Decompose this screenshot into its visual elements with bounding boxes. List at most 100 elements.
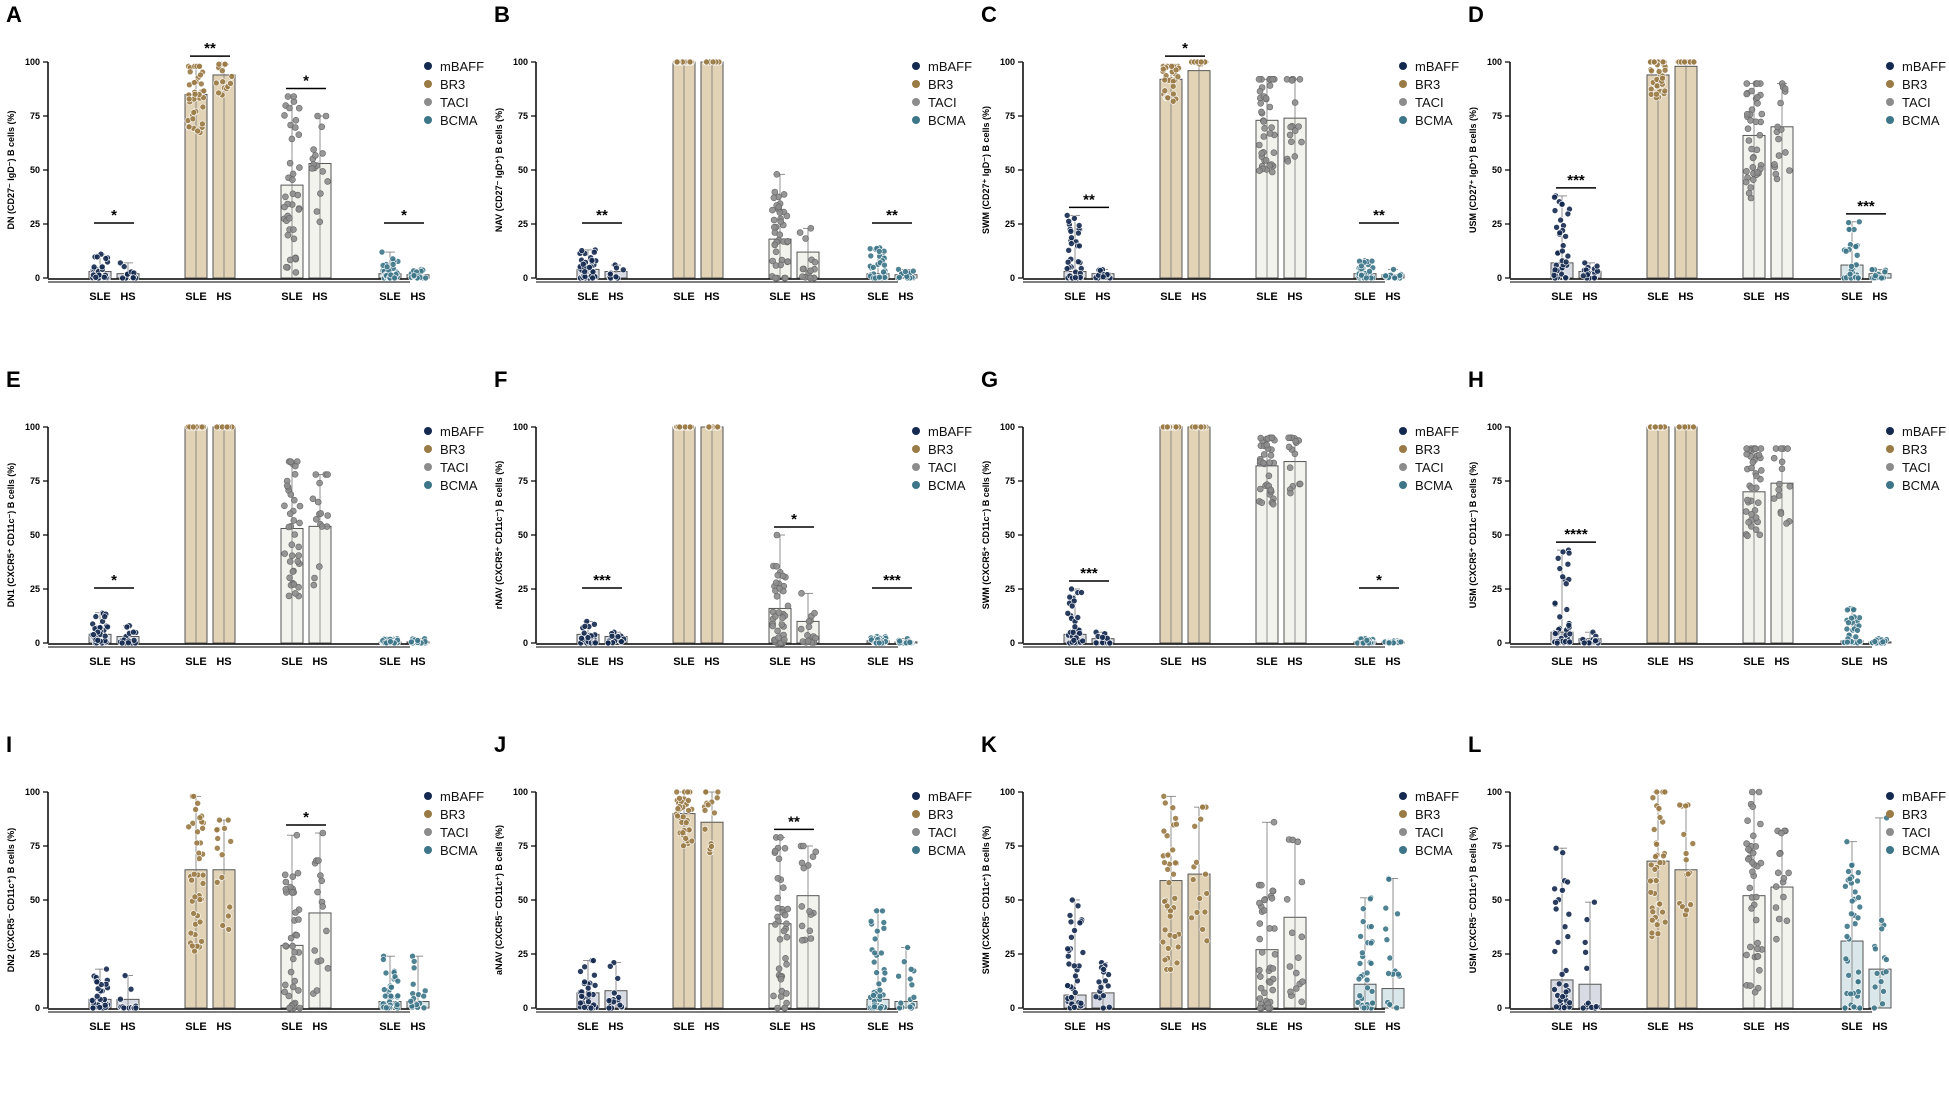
data-point (291, 531, 299, 538)
data-point (904, 944, 911, 951)
data-point (1092, 993, 1100, 1001)
y-tick-label: 0 (523, 273, 528, 283)
data-point (581, 268, 588, 276)
data-point (1173, 959, 1181, 967)
data-point (1659, 908, 1666, 916)
data-point (286, 510, 294, 517)
data-point (103, 965, 110, 973)
data-point (196, 814, 204, 821)
data-point (193, 839, 201, 847)
data-point (1193, 909, 1201, 916)
data-point (1064, 258, 1072, 266)
data-point (702, 788, 710, 796)
data-point (910, 993, 918, 1001)
x-tick-label: HS (120, 291, 135, 303)
data-point (771, 188, 779, 196)
data-point (1202, 870, 1209, 878)
data-point (1359, 905, 1367, 912)
data-point (289, 568, 297, 575)
data-point (1778, 458, 1786, 466)
data-point (286, 574, 293, 582)
x-tick-label: SLE (1256, 1021, 1277, 1033)
data-point (190, 423, 197, 431)
data-point (1565, 549, 1573, 557)
data-point (1786, 483, 1794, 490)
data-point (1166, 912, 1174, 920)
data-point (1359, 918, 1367, 925)
data-point (1749, 458, 1757, 466)
data-point (880, 919, 888, 926)
data-point (1845, 972, 1853, 979)
data-point (776, 936, 784, 943)
data-point (420, 992, 428, 1000)
legend-label-BCMA: BCMA (928, 478, 966, 493)
data-point (1295, 123, 1302, 130)
panel-label: J (494, 732, 506, 757)
data-point (701, 807, 709, 814)
data-point (289, 170, 297, 178)
data-point (773, 171, 781, 178)
x-tick-label: HS (704, 291, 719, 303)
data-point (1170, 90, 1177, 98)
x-tick-label: SLE (185, 1021, 206, 1033)
data-point (1650, 58, 1658, 66)
data-point (586, 264, 593, 271)
legend-marker-mBAFF (1886, 792, 1894, 800)
data-point (310, 146, 317, 153)
data-point (1369, 999, 1376, 1007)
data-point (807, 225, 815, 232)
data-point (1754, 499, 1762, 506)
data-point (895, 972, 902, 980)
data-point (93, 992, 101, 1000)
data-point (1751, 988, 1759, 996)
data-point (93, 978, 101, 986)
data-point (796, 229, 804, 236)
data-point (1852, 243, 1860, 250)
data-point (191, 79, 198, 86)
legend-label-BR3: BR3 (1415, 77, 1440, 92)
data-point (227, 838, 234, 845)
significance-stars: ** (886, 207, 898, 224)
data-point (1552, 844, 1560, 852)
data-point (1258, 108, 1265, 116)
data-point (1385, 639, 1393, 647)
data-point (410, 958, 418, 965)
data-point (190, 793, 197, 800)
data-point (1287, 489, 1294, 497)
y-axis-label: DN (CD27⁻ IgD⁻) B cells (%) (6, 110, 16, 229)
data-point (290, 235, 298, 243)
data-point (1775, 915, 1783, 923)
data-point (288, 541, 296, 548)
data-point (1067, 918, 1075, 926)
x-tick-label: SLE (577, 291, 598, 303)
data-point (293, 932, 301, 939)
data-point (285, 592, 293, 600)
data-point (192, 806, 199, 813)
data-point (1072, 989, 1079, 996)
x-tick-label: SLE (1743, 291, 1764, 303)
data-point (798, 922, 806, 930)
data-point (1846, 270, 1854, 278)
data-point (101, 632, 109, 640)
data-point (1649, 794, 1657, 801)
data-point (1653, 788, 1661, 796)
data-point (1683, 906, 1690, 914)
data-point (1757, 467, 1765, 474)
y-tick-label: 25 (1492, 949, 1502, 959)
data-point (1063, 265, 1071, 272)
data-point (682, 819, 690, 826)
legend-marker-TACI (912, 463, 920, 471)
data-point (1197, 58, 1205, 66)
data-point (1774, 869, 1782, 877)
data-point (591, 982, 599, 989)
data-point (296, 519, 303, 527)
x-tick-label: HS (312, 656, 327, 668)
data-point (773, 531, 781, 539)
data-point (1772, 904, 1780, 911)
data-point (1562, 988, 1570, 996)
data-point (1261, 896, 1268, 904)
data-point (228, 73, 236, 80)
x-tick-label: HS (608, 291, 623, 303)
data-point (711, 809, 718, 817)
data-point (1877, 978, 1885, 985)
